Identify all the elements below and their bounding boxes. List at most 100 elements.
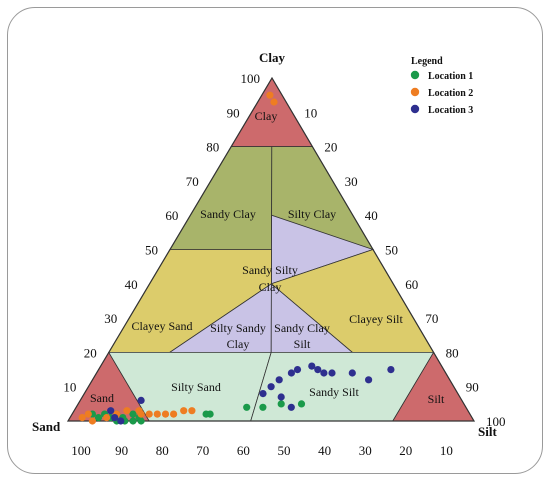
data-point-location-2 [270,98,278,106]
data-point-location-3 [277,393,285,401]
data-point-location-3 [328,369,336,377]
tick-silt-side: 90 [466,380,479,395]
data-point-location-3 [137,396,145,404]
boundary-lines [66,76,476,422]
region-label-silty-sandy-clay: Clay [227,337,250,351]
legend: Legend Location 1 Location 2 Location 3 [410,56,473,116]
region-labels: Clay Sandy Clay Silty Clay Sandy Silty Clay C… [90,109,445,406]
tick-clay-side: 80 [206,140,219,155]
tick-silt-side: 20 [324,140,337,155]
legend-label: Location 3 [428,105,473,116]
tick-base: 90 [115,443,128,458]
data-point-location-2 [145,410,153,418]
data-point-location-2 [103,414,111,422]
region-label-silty-clay: Silty Clay [288,207,336,221]
region-label-clayey-silt: Clayey Silt [349,312,403,326]
data-points [78,91,395,425]
data-point-location-3 [348,369,356,377]
legend-label: Location 2 [428,88,473,99]
tick-clay-side: 30 [104,311,117,326]
data-point-location-2 [266,91,274,99]
data-point-location-3 [365,376,373,384]
data-point-location-2 [161,410,170,418]
region-label-sandy-silty-clay: Clay [259,280,282,294]
axis-title-silt: Silt [478,424,497,439]
data-point-location-3 [107,407,115,415]
data-point-location-3 [314,366,322,374]
tick-silt-side: 60 [405,277,418,292]
data-point-location-1 [137,417,145,425]
tick-silt-side: 50 [385,243,398,258]
region-label-clayey-sand: Clayey Sand [132,319,193,333]
region-label-silty-sandy-clay: Silty Sandy [210,321,266,335]
axis-title-clay: Clay [259,50,286,65]
region-label-silty-sand: Silty Sand [171,380,221,394]
data-point-location-3 [267,383,275,391]
data-point-location-1 [206,410,214,418]
axis-title-sand: Sand [32,419,61,434]
region-label-sandy-clay-silt: Sandy Clay [274,321,330,335]
region-sandy-clay [169,146,273,250]
tick-base: 10 [440,443,453,458]
legend-title: Legend [411,56,443,67]
tick-clay-side: 60 [165,208,178,223]
data-point-location-3 [259,390,267,398]
tick-base: 80 [156,443,169,458]
tick-clay-side: 90 [227,105,240,120]
data-point-location-1 [94,414,103,422]
tick-clay-side: 20 [84,345,97,360]
data-point-location-2 [84,410,92,418]
region-label-sand: Sand [90,391,114,405]
tick-silt-side: 100 [486,414,506,429]
data-point-location-1 [259,403,267,411]
data-point-location-3 [287,403,295,411]
tick-clay-side: 10 [63,380,76,395]
legend-swatch [410,87,420,97]
tick-base: 40 [318,443,331,458]
data-point-location-3 [308,362,316,370]
tick-base: 20 [399,443,412,458]
data-point-location-1 [277,400,285,408]
tick-clay-side: 40 [125,277,138,292]
tick-base: 50 [278,443,291,458]
region-label-sandy-clay: Sandy Clay [200,207,256,221]
data-point-location-3 [117,417,125,425]
data-point-location-2 [88,417,96,425]
tick-silt-side: 10 [304,105,317,120]
tick-clay-side: 100 [241,71,261,86]
tick-silt-side: 80 [446,345,459,360]
data-point-location-1 [129,410,137,418]
region-label-sandy-silty-clay: Sandy Silty [242,263,298,277]
data-point-location-1 [297,400,306,408]
data-point-location-2 [153,410,161,418]
data-point-location-3 [111,414,119,422]
region-label-clay: Clay [255,109,278,123]
data-point-location-2 [188,407,196,415]
data-point-location-3 [320,369,328,377]
tick-base: 100 [71,443,91,458]
legend-label: Location 1 [428,71,473,82]
tick-labels: 100 90 80 70 60 50 40 30 20 10 10 20 30 40 50 60 70 80 90 1… [63,71,505,458]
outer-triangle [66,76,476,422]
region-label-sandy-clay-silt: Silt [294,337,311,351]
data-point-location-2 [123,407,131,415]
tick-base: 30 [359,443,372,458]
region-label-silt: Silt [428,392,445,406]
tick-silt-side: 70 [425,311,438,326]
data-point-location-1 [243,403,251,411]
data-point-location-3 [287,369,295,377]
data-point-location-2 [78,414,86,422]
tick-silt-side: 30 [345,174,358,189]
data-point-location-1 [129,417,137,425]
tick-clay-side: 70 [186,174,199,189]
data-point-location-3 [275,376,283,384]
tick-base: 60 [237,443,250,458]
data-point-location-2 [170,410,178,418]
tick-base: 70 [196,443,209,458]
data-point-location-2 [137,410,145,418]
data-point-location-3 [293,366,302,374]
regions-layer [67,77,475,422]
data-point-location-3 [387,366,395,374]
region-label-sandy-silt: Sandy Silt [309,385,359,399]
